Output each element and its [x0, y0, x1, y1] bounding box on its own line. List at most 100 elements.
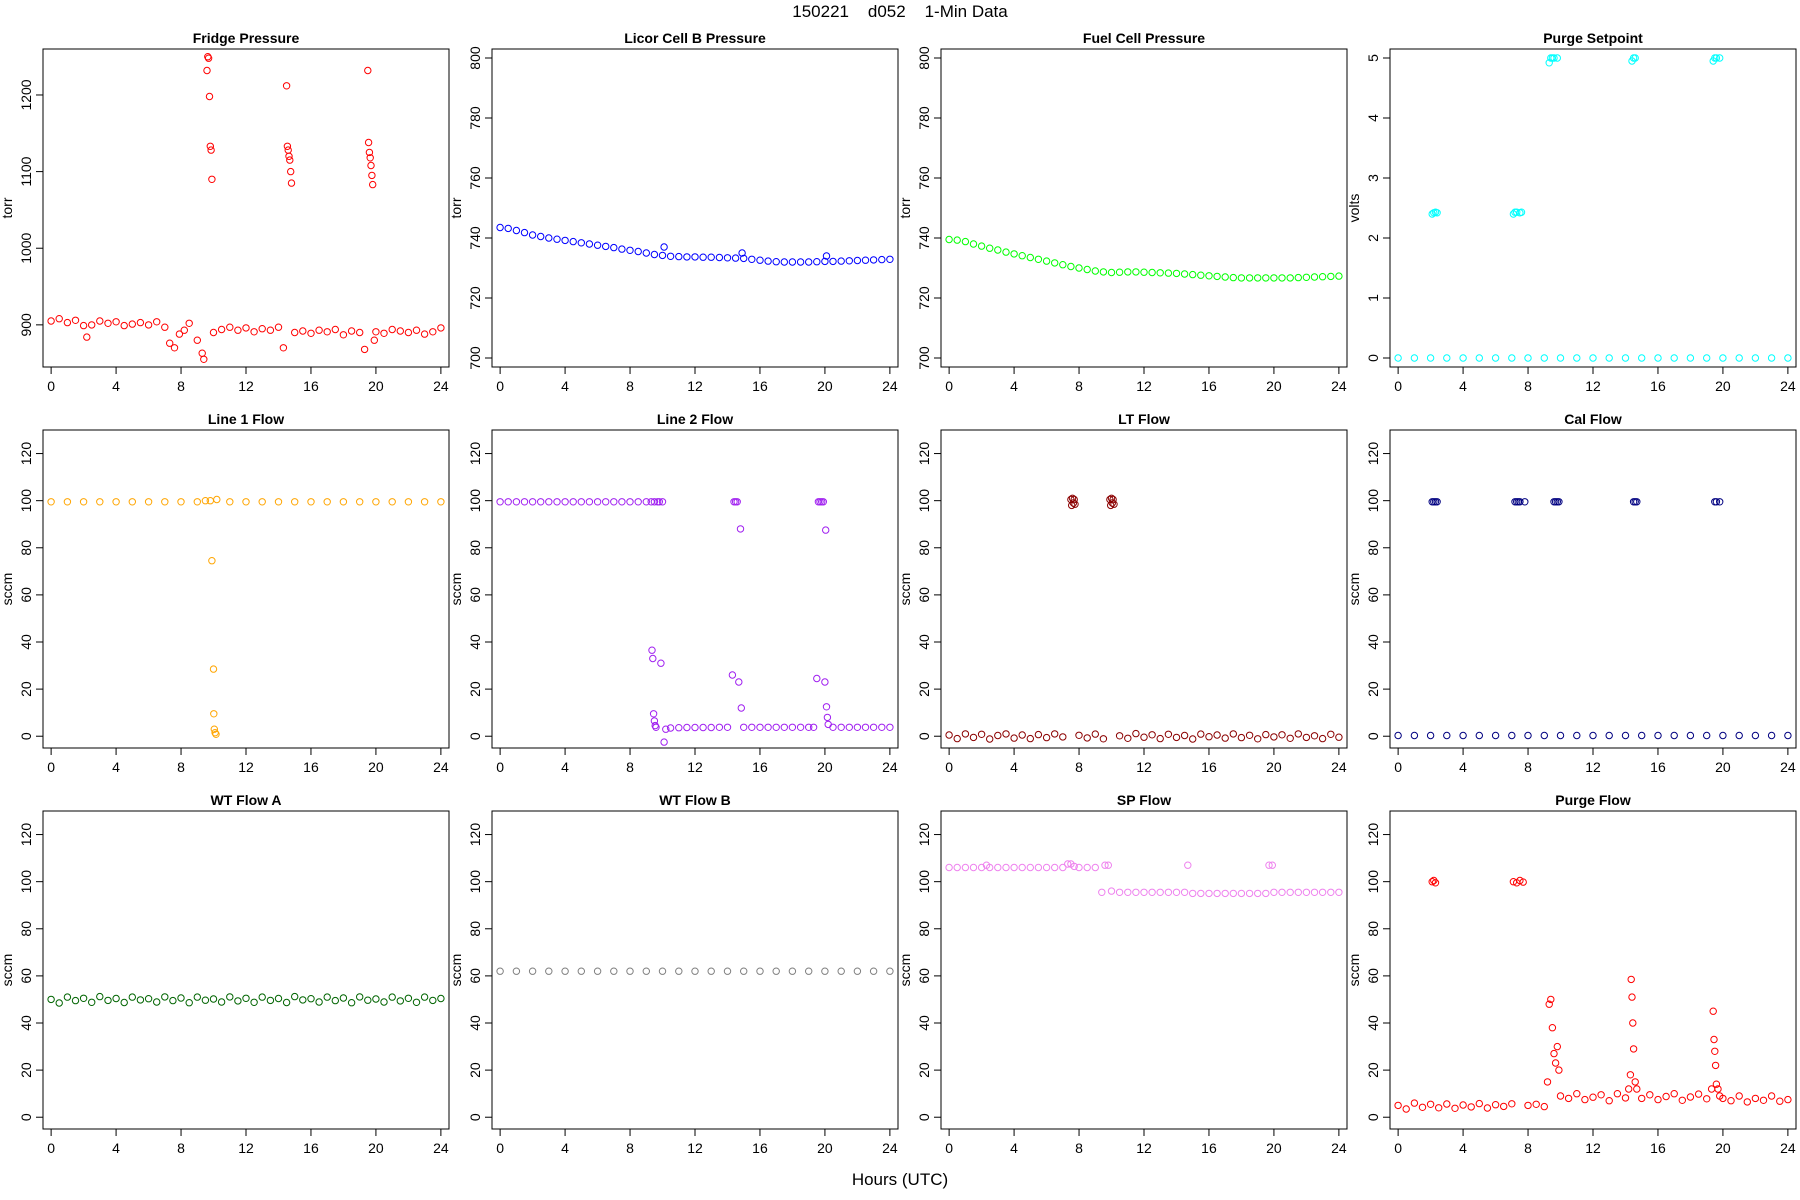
data-point: [537, 232, 545, 241]
x-tick-label: 24: [882, 1140, 898, 1156]
data-point: [1124, 268, 1132, 276]
data-point: [1550, 54, 1558, 62]
data-point: [945, 863, 953, 872]
data-point: [339, 498, 348, 506]
data-point: [1205, 889, 1213, 898]
data-point: [1646, 1091, 1654, 1099]
data-point: [153, 318, 161, 326]
data-point: [136, 996, 145, 1004]
data-point: [756, 256, 764, 264]
x-tick-label: 4: [1459, 1140, 1467, 1156]
x-tick-label: 8: [1075, 1140, 1083, 1156]
data-point: [1443, 1100, 1451, 1108]
data-point: [1229, 889, 1237, 898]
x-tick-label: 24: [1780, 378, 1796, 394]
y-tick-label: 40: [18, 634, 34, 650]
data-point: [1605, 1097, 1613, 1105]
data-point: [177, 994, 185, 1002]
data-point: [63, 318, 72, 327]
data-point: [1070, 495, 1078, 504]
panel-wt-flow-b: WT Flow B 0 4 8 12 16 20 24 0 20 40 60 80 100 120 sccm: [448, 785, 900, 1169]
y-axis-label: volts: [1346, 194, 1362, 223]
data-point: [1184, 861, 1192, 869]
data-point: [1156, 734, 1164, 743]
data-point: [1573, 354, 1581, 362]
data-point: [805, 967, 813, 975]
data-point: [206, 142, 215, 151]
y-tick-label: 20: [1365, 1062, 1381, 1078]
data-point: [666, 724, 675, 732]
x-tick-label: 24: [882, 759, 898, 775]
data-point: [1654, 354, 1662, 362]
data-point: [1759, 1096, 1768, 1104]
data-point: [723, 254, 732, 262]
x-tick-label: 12: [238, 759, 254, 775]
data-point: [356, 993, 364, 1001]
y-tick-label: 800: [467, 46, 483, 70]
plot-frame: [1389, 429, 1797, 749]
data-point: [1581, 1095, 1589, 1104]
data-point: [226, 993, 234, 1001]
data-point: [969, 240, 978, 248]
data-point: [1205, 733, 1213, 741]
data-point: [512, 226, 521, 235]
data-point: [203, 66, 211, 75]
data-point: [360, 345, 369, 354]
y-tick-label: 1200: [18, 79, 34, 110]
data-point: [1735, 731, 1743, 740]
data-point: [88, 321, 96, 329]
data-point: [715, 253, 724, 262]
data-point: [553, 498, 561, 506]
data-point: [368, 171, 376, 180]
data-point: [496, 223, 504, 232]
data-point: [1205, 272, 1213, 280]
data-point: [813, 258, 821, 266]
panel-line-2-flow: Line 2 Flow 0 4 8 12 16 20 24 0 20 40 60 80 100 120 scc…: [448, 404, 900, 788]
data-point: [1394, 731, 1402, 740]
y-tick-label: 80: [916, 540, 932, 556]
data-point: [1115, 268, 1124, 276]
data-point: [796, 723, 805, 731]
data-point: [707, 967, 715, 975]
data-point: [837, 723, 845, 731]
y-tick-label: 100: [1365, 489, 1381, 513]
data-point: [977, 730, 986, 738]
data-point: [437, 994, 445, 1003]
data-point: [602, 242, 610, 251]
data-point: [323, 328, 331, 336]
data-points: [496, 498, 894, 746]
data-point: [737, 704, 745, 712]
x-axis-label: Hours (UTC): [851, 1170, 949, 1189]
data-point: [1524, 1101, 1532, 1110]
data-point: [1229, 730, 1237, 738]
data-point: [258, 498, 266, 506]
data-point: [1237, 274, 1246, 282]
data-point: [47, 995, 55, 1004]
y-tick-label: 80: [916, 921, 932, 937]
data-point: [837, 967, 845, 975]
data-point: [331, 325, 339, 334]
data-point: [691, 253, 699, 261]
data-point: [1555, 498, 1563, 506]
data-point: [1164, 269, 1173, 277]
panel-title: Fridge Pressure: [193, 30, 300, 46]
y-tick-label: 20: [467, 1062, 483, 1078]
data-point: [170, 344, 179, 352]
data-point: [764, 257, 772, 265]
data-point: [1573, 1090, 1581, 1098]
data-point: [1083, 734, 1091, 742]
data-point: [652, 723, 660, 731]
x-tick-label: 16: [303, 1140, 319, 1156]
data-point: [1101, 861, 1109, 869]
data-point: [47, 317, 55, 325]
data-point: [1451, 1104, 1459, 1112]
x-tick-label: 8: [1524, 1140, 1532, 1156]
y-tick-label: 120: [18, 823, 34, 847]
data-point: [283, 142, 292, 151]
x-tick-label: 0: [47, 1140, 55, 1156]
x-tick-label: 16: [752, 378, 768, 394]
data-point: [1148, 268, 1156, 277]
data-point: [756, 967, 764, 975]
data-point: [1402, 1105, 1410, 1113]
data-point: [740, 723, 748, 731]
